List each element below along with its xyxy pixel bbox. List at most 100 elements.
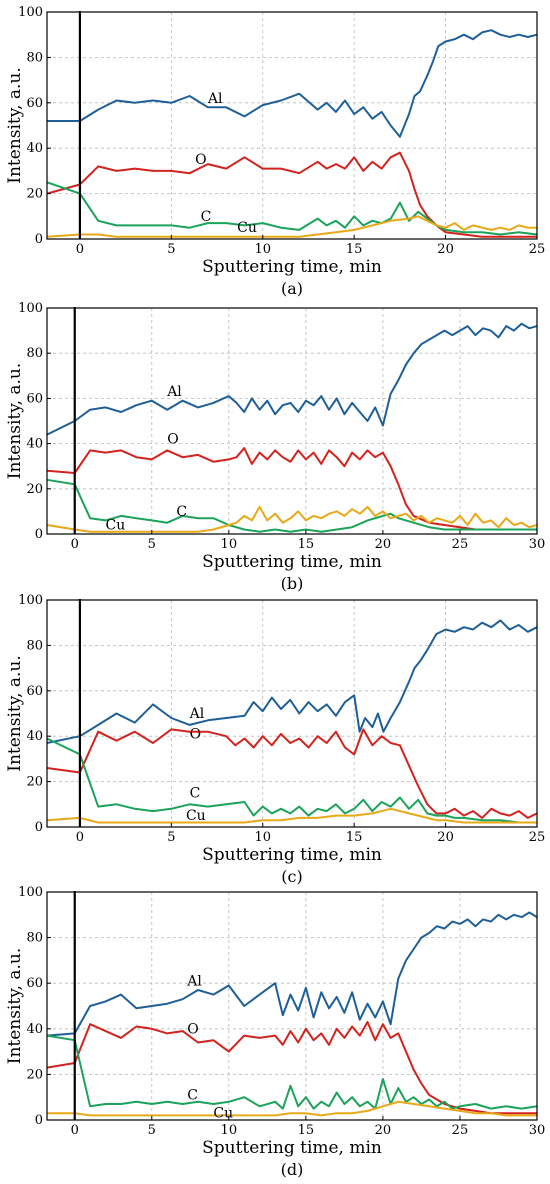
y-tick-label: 40 [26, 1022, 43, 1037]
series-line-o [46, 728, 538, 819]
y-tick-label: 60 [26, 391, 43, 406]
plot-frame [46, 307, 538, 535]
x-tick-label: 5 [167, 242, 175, 257]
x-tick-label: 5 [148, 537, 156, 552]
series-line-al [46, 322, 538, 436]
x-tick-label: 0 [76, 242, 84, 257]
series-label-o: O [187, 1021, 198, 1037]
series-line-c [46, 181, 538, 236]
y-tick-label: 100 [18, 301, 43, 316]
y-tick-label: 20 [26, 1067, 43, 1082]
y-axis-label: Intensity, a.u. [5, 67, 25, 184]
chart-panel-c: 0 5 10 15 20 25 0 20 40 60 80 100 Sputtering time, m… [5, 593, 545, 886]
y-tick-label: 80 [26, 638, 43, 653]
x-tick-label: 10 [221, 537, 238, 552]
y-tick-label: 80 [26, 50, 43, 65]
x-tick-label: 0 [76, 830, 84, 845]
series-label-al: Al [189, 706, 205, 722]
y-axis-label: Intensity, a.u. [5, 948, 25, 1065]
plot-frame [46, 11, 538, 240]
x-tick-label: 20 [437, 242, 454, 257]
y-tick-label: 20 [26, 482, 43, 497]
y-tick-label: 20 [26, 187, 43, 202]
y-tick-label: 60 [26, 96, 43, 111]
x-tick-label: 5 [167, 830, 175, 845]
y-tick-label: 0 [35, 232, 43, 247]
series-line-al [46, 619, 538, 744]
x-tick-label: 0 [71, 537, 79, 552]
y-axis-label: Intensity, a.u. [5, 363, 25, 480]
x-tick-label: 30 [529, 1123, 546, 1138]
y-tick-label: 60 [26, 684, 43, 699]
series-label-c: C [176, 504, 187, 520]
series-line-cu [46, 505, 538, 533]
x-tick-label: 25 [529, 242, 546, 257]
y-tick-label: 60 [26, 976, 43, 991]
x-tick-label: 25 [452, 537, 469, 552]
series-label-al: Al [186, 973, 202, 989]
x-tick-label: 20 [375, 537, 392, 552]
series-line-al [47, 29, 538, 138]
x-tick-label: 20 [375, 1123, 392, 1138]
y-tick-label: 80 [26, 346, 43, 361]
x-tick-label: 30 [529, 537, 546, 552]
y-tick-label: 20 [26, 775, 43, 790]
series-line-c [46, 737, 537, 824]
x-tick-label: 25 [529, 830, 546, 845]
x-axis-label: Sputtering time, min [202, 1138, 382, 1158]
series-label-cu: Cu [186, 808, 206, 824]
series-line-cu [46, 807, 537, 824]
series-line-cu [46, 215, 537, 238]
series-line-cu [47, 1100, 537, 1117]
series-line-c [46, 1034, 538, 1110]
panel-label: (a) [281, 279, 303, 298]
series-label-cu: Cu [106, 517, 126, 533]
series-line-o [46, 1021, 537, 1115]
plot-frame [46, 599, 538, 828]
series-label-al: Al [166, 384, 182, 400]
x-axis-label: Sputtering time, min [202, 257, 382, 277]
panel-label: (c) [281, 867, 302, 886]
x-axis-label: Sputtering time, min [202, 845, 382, 865]
x-tick-label: 15 [346, 830, 363, 845]
series-label-c: C [187, 1087, 198, 1103]
y-tick-label: 0 [35, 820, 43, 835]
series-label-cu: Cu [213, 1106, 233, 1122]
series-label-al: Al [207, 91, 223, 107]
x-tick-label: 15 [298, 1123, 315, 1138]
y-tick-label: 0 [35, 527, 43, 542]
series-label-c: C [190, 785, 201, 801]
series-label-o: O [167, 432, 178, 448]
x-axis-label: Sputtering time, min [202, 552, 382, 572]
series-line-c [46, 478, 537, 533]
x-tick-label: 5 [148, 1123, 156, 1138]
x-tick-label: 15 [346, 242, 363, 257]
y-tick-label: 100 [18, 885, 43, 900]
x-tick-label: 15 [298, 537, 315, 552]
y-tick-label: 100 [18, 593, 43, 608]
plot-frame [46, 891, 538, 1121]
x-tick-label: 20 [437, 830, 454, 845]
series-line-al [46, 911, 538, 1037]
chart-panel-a: 0 5 10 15 20 25 0 20 40 60 80 100 Sputtering time, m… [5, 5, 545, 298]
series-label-cu: Cu [237, 220, 257, 236]
x-tick-label: 10 [254, 830, 271, 845]
y-tick-label: 100 [18, 5, 43, 20]
x-tick-label: 10 [254, 242, 271, 257]
series-label-c: C [201, 209, 212, 225]
x-tick-label: 25 [452, 1123, 469, 1138]
series-label-o: O [190, 726, 201, 742]
series-label-o: O [195, 152, 206, 168]
y-tick-label: 80 [26, 931, 43, 946]
y-axis-label: Intensity, a.u. [5, 655, 25, 772]
x-tick-label: 0 [71, 1123, 79, 1138]
x-tick-label: 10 [221, 1123, 238, 1138]
y-tick-label: 0 [35, 1113, 43, 1128]
chart-panel-d: 0 5 10 15 20 25 30 0 20 40 60 80 100 Sputtering time,… [5, 885, 545, 1179]
y-tick-label: 40 [26, 729, 43, 744]
chart-panel-b: 0 5 10 15 20 25 30 0 20 40 60 80 100 Sputtering time,… [5, 301, 545, 593]
series-line-o [46, 151, 537, 238]
panel-label: (d) [281, 1160, 304, 1179]
y-tick-label: 40 [26, 437, 43, 452]
